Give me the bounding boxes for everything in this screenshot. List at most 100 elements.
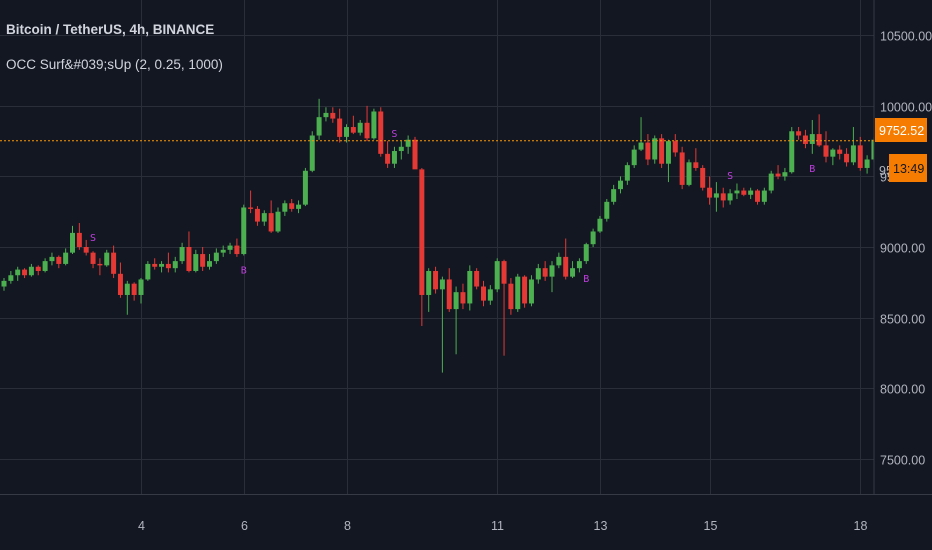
candle-body xyxy=(90,252,96,264)
candle-body xyxy=(563,256,569,277)
candle xyxy=(775,165,781,180)
candle-body xyxy=(453,292,459,310)
candle xyxy=(796,127,802,140)
candle xyxy=(768,170,774,194)
candle-body xyxy=(70,232,75,253)
candle xyxy=(70,225,75,255)
candle xyxy=(830,148,836,166)
candle-body xyxy=(254,208,260,222)
candle-body xyxy=(631,149,637,166)
countdown-label: 13:49 xyxy=(893,162,924,176)
candle xyxy=(179,242,185,264)
candle-body xyxy=(15,269,21,276)
candle xyxy=(398,141,404,160)
candle xyxy=(207,254,212,270)
candle-body xyxy=(357,122,363,133)
candle-body xyxy=(679,152,685,185)
candle-body xyxy=(104,252,110,266)
candle-body xyxy=(481,286,486,301)
indicator-legend[interactable]: OCC Surf&#039;sUp (2, 0.25, 1000) xyxy=(6,57,223,72)
symbol-title[interactable]: Bitcoin / TetherUS, 4h, BINANCE xyxy=(6,22,215,37)
candle xyxy=(467,265,473,311)
candle xyxy=(159,261,165,273)
candle-body xyxy=(186,247,192,271)
candle-body xyxy=(713,193,719,198)
candle xyxy=(15,266,21,281)
candle xyxy=(816,114,822,147)
candle xyxy=(90,251,96,269)
candle-body xyxy=(624,165,630,181)
candle xyxy=(494,258,500,293)
price-tick-label: 10000.00 xyxy=(880,101,932,115)
candle xyxy=(227,242,233,255)
candle xyxy=(234,238,240,257)
candle xyxy=(638,117,644,152)
candle xyxy=(782,167,788,181)
candle xyxy=(508,278,514,315)
candle xyxy=(42,258,48,273)
candle-body xyxy=(419,169,425,295)
candle xyxy=(446,268,452,312)
candle-body xyxy=(138,279,144,295)
candle xyxy=(679,146,685,190)
candle xyxy=(659,134,665,168)
candle xyxy=(686,159,692,187)
candle xyxy=(124,280,130,315)
candle xyxy=(104,249,110,267)
candle xyxy=(364,105,370,142)
candle xyxy=(309,131,315,173)
time-tick-label: 18 xyxy=(854,519,868,533)
price-tick-label: 10500.00 xyxy=(880,30,932,44)
candle xyxy=(481,280,486,307)
candle xyxy=(693,148,699,171)
candle-body xyxy=(837,149,843,154)
candle xyxy=(268,200,274,233)
candle xyxy=(200,247,206,271)
candle-body xyxy=(193,254,199,271)
candle-body xyxy=(487,289,493,301)
candle xyxy=(8,270,14,284)
candle xyxy=(49,252,55,266)
candle-body xyxy=(268,213,274,232)
candle xyxy=(391,146,397,168)
candle xyxy=(823,131,829,163)
candle-body xyxy=(405,139,411,147)
candle xyxy=(542,261,548,281)
candle xyxy=(117,262,123,298)
candle-body xyxy=(426,270,432,295)
candle xyxy=(535,263,541,284)
candle xyxy=(357,119,363,136)
candle xyxy=(433,266,439,294)
candle-body xyxy=(796,131,802,136)
price-axis-panel[interactable] xyxy=(874,0,932,550)
candle xyxy=(220,245,226,257)
candle xyxy=(138,278,144,304)
candle-body xyxy=(611,189,617,202)
candle-body xyxy=(213,252,219,262)
candle-body xyxy=(56,256,62,264)
candle xyxy=(111,245,117,279)
candle xyxy=(665,139,671,183)
time-tick-label: 13 xyxy=(594,519,608,533)
candle-body xyxy=(117,273,123,295)
price-tick-label: 8500.00 xyxy=(880,313,925,327)
candle xyxy=(193,249,199,273)
candle xyxy=(563,238,569,280)
candle-body xyxy=(748,190,754,195)
candle-body xyxy=(645,142,651,160)
candle xyxy=(528,275,534,307)
candle-body xyxy=(775,173,781,177)
candle-body xyxy=(439,279,445,290)
candle-body xyxy=(823,145,829,157)
price-tick-label: 9000.00 xyxy=(880,242,925,256)
candle xyxy=(261,210,267,226)
candle xyxy=(282,200,288,216)
last-price-badge xyxy=(875,118,927,142)
candle-body xyxy=(227,245,233,250)
candle-body xyxy=(207,261,212,267)
candle-body xyxy=(652,138,658,160)
candle-body xyxy=(659,138,665,164)
candle xyxy=(672,134,678,157)
candle-body xyxy=(460,292,466,304)
